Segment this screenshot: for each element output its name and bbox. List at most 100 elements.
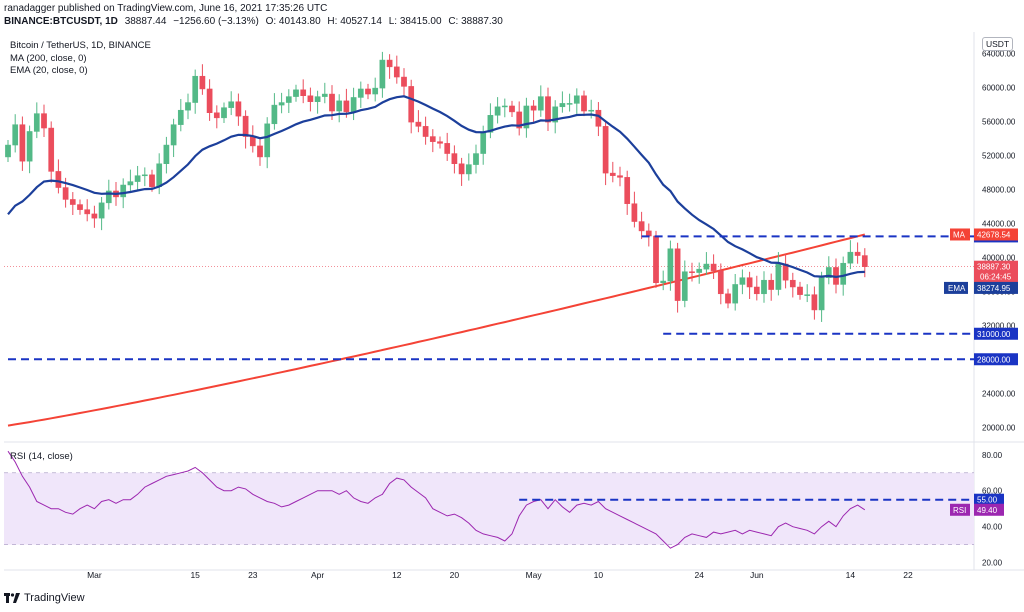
candle <box>768 273 775 301</box>
candle <box>638 211 645 240</box>
candle <box>401 68 407 96</box>
time-tick-label: 10 <box>594 570 604 580</box>
candle <box>653 230 659 288</box>
currency-badge[interactable]: USDT <box>982 37 1014 51</box>
candle <box>300 79 307 104</box>
candle-body <box>710 263 717 272</box>
candle <box>825 256 832 285</box>
candle <box>681 260 688 308</box>
rsi-tag <box>950 503 970 516</box>
price-tick-label: 40000.00 <box>982 253 1016 262</box>
candle-body <box>264 123 271 158</box>
ma-value-label: 42678.54 <box>977 230 1011 239</box>
last-price: 38887.44 <box>124 16 167 27</box>
candle <box>811 286 818 320</box>
candle-body <box>379 59 386 89</box>
candle-body <box>120 184 127 198</box>
candle-body <box>789 279 796 288</box>
candle <box>372 77 379 102</box>
candle-body <box>473 153 479 165</box>
candle <box>285 89 292 114</box>
candle <box>69 192 76 216</box>
candle <box>408 79 415 134</box>
brand-name: TradingView <box>24 592 85 604</box>
price-tick-label: 56000.00 <box>982 117 1016 126</box>
candle-body <box>804 294 811 296</box>
time-tick-label: 24 <box>694 570 704 580</box>
candle <box>26 125 33 174</box>
candle <box>12 114 19 153</box>
candle <box>48 121 55 183</box>
candle-body <box>451 153 458 165</box>
candle <box>127 169 134 191</box>
candle <box>271 93 278 130</box>
candle-body <box>228 101 235 108</box>
candle <box>19 116 26 171</box>
price-tick-label: 60000.00 <box>982 83 1016 92</box>
candle-body <box>192 75 199 103</box>
candle-body <box>408 86 415 123</box>
rsi-tag-label: RSI <box>953 506 966 515</box>
time-tick-label: Jun <box>750 570 764 580</box>
candle <box>357 81 364 108</box>
candle-body <box>170 124 177 146</box>
ema-value-badge <box>974 281 1018 294</box>
candle <box>552 100 559 134</box>
candle <box>221 102 227 123</box>
candle-body <box>573 95 580 104</box>
candle-body <box>689 271 695 273</box>
ma-tag <box>950 228 970 241</box>
candle-body <box>645 230 652 237</box>
candle <box>105 179 112 210</box>
tradingview-brand[interactable]: TradingView <box>4 592 85 604</box>
candle-body <box>559 103 566 108</box>
candle-body <box>775 263 782 290</box>
candle-body <box>336 100 343 112</box>
candle <box>77 199 83 215</box>
candle-body <box>674 248 681 301</box>
candle-body <box>415 121 422 127</box>
candle-body <box>285 96 292 103</box>
candle <box>206 79 213 121</box>
candle <box>393 55 400 84</box>
candle-body <box>681 271 688 301</box>
candle-body <box>300 89 307 97</box>
candle-body <box>667 248 674 282</box>
candle-body <box>141 174 148 177</box>
candle-body <box>429 136 436 142</box>
candle-body <box>55 171 62 188</box>
candle-body <box>163 144 170 165</box>
price-tick-label: 44000.00 <box>982 219 1016 228</box>
candle <box>804 284 811 303</box>
rsi-level-label: 55.00 <box>977 496 998 505</box>
candle-body <box>545 96 551 123</box>
legend-ma: MA (200, close, 0) <box>10 52 87 64</box>
candle-body <box>98 202 105 219</box>
candle <box>192 69 199 114</box>
candle-body <box>638 221 645 232</box>
candle <box>717 263 724 305</box>
candle <box>624 170 631 215</box>
candle <box>494 97 501 124</box>
tradingview-logo-icon <box>4 593 20 603</box>
candle <box>725 288 731 309</box>
candle <box>847 240 854 270</box>
candle <box>386 54 393 79</box>
candle-body <box>221 107 227 119</box>
candle-body <box>609 172 616 176</box>
candle <box>213 105 220 129</box>
candle-body <box>523 105 530 129</box>
candle <box>307 87 314 112</box>
candle-body <box>768 279 775 290</box>
candle <box>746 271 753 299</box>
chart-header: ranadagger published on TradingView.com,… <box>0 0 1024 30</box>
rsi-band <box>4 472 974 545</box>
candle <box>465 153 472 181</box>
candle-body <box>530 105 537 111</box>
candle-body <box>149 174 155 187</box>
candle-body <box>854 251 861 256</box>
candle-body <box>127 181 134 186</box>
candle <box>753 275 760 301</box>
time-tick-label: 15 <box>190 570 200 580</box>
